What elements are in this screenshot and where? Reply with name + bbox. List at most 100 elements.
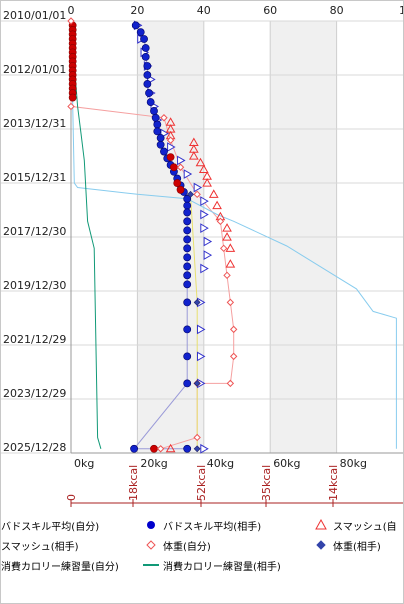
y-tick-label: 2023/12/29 — [3, 387, 66, 400]
x-top-tick-label: 0 — [68, 4, 75, 17]
legend-label: 体重(自分) — [163, 541, 211, 553]
point-opp-skill — [183, 201, 192, 210]
point-self-smash — [165, 443, 176, 453]
point-self-smash — [198, 164, 209, 173]
point-opp-skill — [183, 444, 192, 453]
series-markers — [165, 117, 236, 453]
legend-symbol — [311, 539, 331, 551]
point-self-skill — [176, 185, 185, 194]
point-opp-smash — [203, 250, 213, 260]
legend-item: バドスキル平均(相手) — [141, 517, 261, 533]
legend-label: スマッシュ(相手) — [1, 541, 79, 553]
point-opp-smash — [193, 182, 203, 193]
point-self-skill — [150, 444, 158, 453]
point-self-weight — [156, 445, 165, 453]
point-opp-skill — [160, 147, 168, 156]
x-bottom-tick-label: 80kg — [340, 457, 367, 470]
kcal-tick-label: 52kcal — [195, 465, 208, 501]
point-opp-skill — [151, 113, 160, 122]
y-tick-label: 2012/01/01 — [3, 63, 66, 76]
legend-label: バドスキル平均(自分) — [1, 521, 100, 533]
point-opp-skill — [183, 235, 192, 244]
series-markers — [187, 190, 201, 453]
legend-item: スマッシュ(相手) — [1, 537, 79, 553]
point-opp-skill — [183, 244, 192, 253]
legend-symbol — [141, 559, 161, 571]
legend-label: スマッシュ(自 — [333, 521, 397, 533]
point-opp-skill — [131, 21, 140, 30]
point-self-smash — [208, 189, 219, 198]
chart-legend: バドスキル平均(自分) バドスキル平均(相手) スマッシュ(自スマッシュ(相手) 体重… — [1, 515, 403, 575]
point-self-smash — [225, 243, 236, 252]
legend-item: バドスキル平均(自分) — [1, 517, 99, 533]
point-opp-skill — [130, 444, 138, 453]
point-opp-smash — [196, 351, 206, 362]
point-self-smash — [222, 232, 232, 241]
point-opp-weight — [193, 298, 201, 306]
point-opp-skill — [140, 35, 148, 43]
point-self-weight — [226, 298, 235, 307]
legend-label: 体重(相手) — [333, 541, 381, 553]
x-bottom-tick-label: 0kg — [74, 457, 94, 470]
point-self-skill — [170, 163, 178, 172]
legend-item: 体重(相手) — [311, 537, 381, 553]
point-self-weight — [229, 352, 238, 361]
y-tick-label: 2010/01/01 — [3, 9, 66, 22]
point-self-weight — [193, 433, 201, 442]
point-opp-skill — [183, 271, 192, 280]
point-self-weight — [160, 114, 168, 122]
y-tick-label: 2019/12/30 — [3, 279, 66, 292]
point-self-weight — [176, 163, 185, 171]
x-top-tick-label: 60 — [263, 4, 277, 17]
point-self-smash — [188, 151, 199, 160]
x-top-tick-label: 40 — [197, 4, 211, 17]
y-tick-label: 2021/12/29 — [3, 333, 66, 346]
point-self-weight — [226, 379, 235, 388]
point-self-weight — [216, 217, 225, 226]
legend-item: 消費カロリー練習量(自分) — [1, 557, 119, 573]
x-bottom-tick-label: 20kg — [140, 457, 167, 470]
chart-svg: 2010/01/01 2012/01/01 2013/12/31 2015/12/31… — [1, 4, 404, 507]
point-opp-skill — [183, 325, 192, 334]
legend-item: スマッシュ(自 — [311, 517, 397, 533]
point-opp-weight — [193, 379, 201, 387]
y-tick-label: 2015/12/31 — [3, 171, 66, 184]
legend-item: 体重(自分) — [141, 537, 211, 553]
point-opp-skill — [183, 352, 192, 361]
point-self-smash — [225, 259, 236, 268]
y-tick-label: 2013/12/31 — [3, 117, 66, 130]
point-opp-skill — [141, 44, 150, 52]
point-opp-skill — [183, 217, 192, 226]
legend-label: バドスキル平均(相手) — [163, 521, 262, 533]
point-self-weight — [229, 325, 238, 334]
point-opp-skill — [183, 379, 192, 388]
point-opp-skill — [143, 80, 152, 88]
point-self-weight — [193, 190, 201, 199]
x-top-tick-label: 20 — [130, 4, 144, 17]
point-opp-smash — [203, 236, 213, 247]
legend-label: 消費カロリー練習量(相手) — [163, 561, 281, 573]
y-tick-label: 2025/12/28 — [3, 441, 66, 454]
series-markers — [130, 21, 192, 453]
point-opp-smash — [196, 324, 206, 335]
point-opp-skill — [136, 28, 145, 37]
point-opp-skill — [183, 226, 192, 235]
point-opp-skill — [143, 71, 152, 79]
point-opp-smash — [177, 155, 186, 166]
series-line-7 — [70, 20, 102, 449]
point-self-smash — [212, 200, 222, 210]
x-bottom-tick-label: 60kg — [273, 457, 300, 470]
point-self-weight — [67, 17, 75, 25]
point-self-weight — [67, 102, 75, 111]
point-opp-smash — [200, 209, 209, 220]
x-top-tick-label: 10 — [399, 4, 403, 17]
y-tick-label: 2017/12/30 — [3, 225, 66, 238]
point-self-smash — [202, 178, 212, 187]
point-opp-skill — [141, 52, 150, 61]
point-opp-skill — [153, 120, 162, 129]
kcal-tick-label: 18kcal — [127, 465, 140, 501]
point-self-skill — [68, 93, 77, 102]
point-opp-weight — [193, 445, 201, 453]
point-opp-smash — [200, 443, 209, 454]
